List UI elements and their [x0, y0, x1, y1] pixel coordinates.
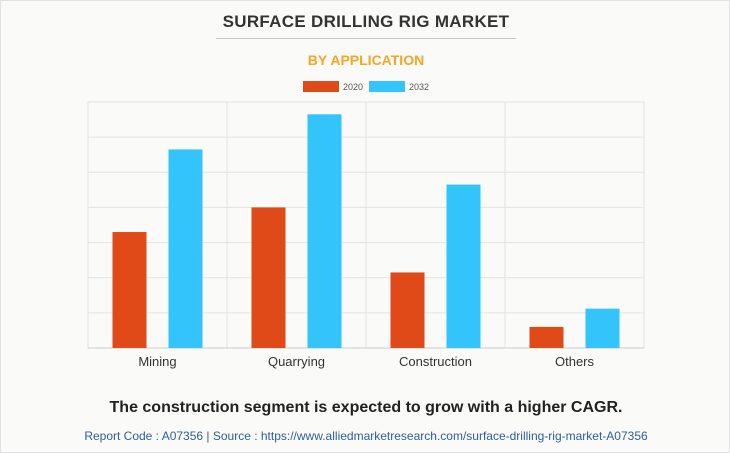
legend-swatch-2032	[369, 81, 405, 92]
bar-others-2020	[529, 326, 564, 348]
bar-quarrying-2032	[307, 114, 342, 348]
chart-title: SURFACE DRILLING RIG MARKET	[222, 12, 510, 31]
bar-chart: Mining Quarrying Construction Others	[87, 101, 645, 369]
legend-item-2032[interactable]: 2032	[369, 81, 429, 92]
bar-mining-2020	[112, 232, 147, 348]
source-footer[interactable]: Report Code : A07356 | Source : https://…	[84, 429, 648, 443]
legend-item-2020[interactable]: 2020	[302, 81, 363, 92]
bar-quarrying-2020	[251, 207, 286, 348]
bar-others-2032	[585, 308, 620, 348]
chart-tagline: The construction segment is expected to …	[109, 399, 623, 416]
bar-construction-2020	[390, 272, 425, 348]
x-tick-label: Construction	[399, 354, 472, 369]
x-tick-label: Mining	[138, 354, 176, 369]
x-tick-label: Others	[555, 354, 595, 369]
chart-subtitle: BY APPLICATION	[307, 52, 425, 68]
x-tick-label: Quarrying	[268, 354, 325, 369]
legend-label-2020: 2020	[342, 81, 363, 92]
legend-swatch-2020	[302, 81, 339, 92]
bar-construction-2032	[446, 184, 481, 348]
legend-label-2032: 2032	[409, 81, 430, 92]
title-divider	[216, 38, 516, 39]
bar-mining-2032	[168, 149, 203, 348]
chart-legend: 2020 2032	[1, 81, 730, 92]
